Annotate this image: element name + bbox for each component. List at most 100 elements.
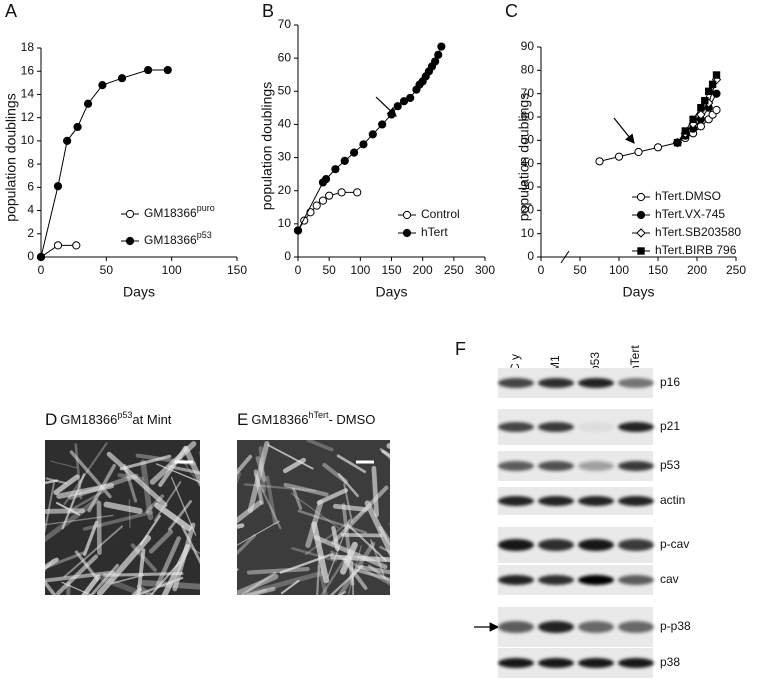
x-tick-label: 100 [162,263,182,277]
cell-streak [337,541,376,595]
x-tick-label: 200 [413,263,433,277]
marker [53,182,63,191]
cell-streak [148,529,174,554]
cell-streak [155,463,200,483]
marker [696,109,706,120]
blot-band [498,539,534,551]
cell-streak [316,555,321,595]
cell-streak [237,523,245,529]
x-tick-label: 100 [350,263,370,277]
blot-band [538,378,574,388]
cell-streak [254,473,282,530]
marker [163,65,172,75]
image-caption: D GM18366p53at Mint [45,410,172,429]
x-tick-label: 100 [609,263,629,277]
legend-marker [636,210,646,220]
y-tick-label: 40 [521,156,535,170]
x-axis-label: Days [123,284,155,300]
cell-streak [82,520,99,556]
blot-band [618,378,654,388]
cell-streak [155,536,181,588]
cell-streak [63,525,124,578]
cell-streak [45,479,59,485]
legend-superscript: p53 [197,230,212,240]
blot-band [538,621,574,633]
image-caption: E GM18366hTert- DMSO [237,410,375,429]
marker [293,226,303,235]
cell-streak [388,523,390,525]
blot-band [618,658,654,668]
marker [406,93,415,103]
cell-streak [313,535,388,569]
y-tick-label: 60 [521,109,535,123]
blot-band [618,575,654,585]
panel-label: B [262,1,274,21]
marker [689,115,697,124]
marker [144,65,153,75]
y-tick-label: 8 [27,156,34,170]
cell-streak [45,498,99,543]
cell-streak [337,591,347,595]
cell-streak [246,571,324,595]
y-tick-label: 18 [21,40,35,54]
y-tick-label: 70 [278,17,292,31]
cell-streak [341,503,355,586]
protein-label: cav [660,572,679,586]
cell-streak [167,500,193,531]
cell-streak [45,508,86,514]
y-tick-label: 60 [278,50,292,64]
cell-streak [346,523,387,562]
x-axis-label: Days [376,284,408,300]
blot-band [618,422,654,432]
cell-streak [237,520,280,546]
cell-streak [253,469,264,505]
cell-streak [149,561,181,595]
legend-label: Control [421,207,460,221]
marker [595,157,604,166]
y-tick-label: 2 [27,226,34,240]
y-axis-label: population doublings [516,93,532,221]
legend-name: Control [421,207,460,221]
y-tick-label: 70 [521,86,535,100]
legend-marker [637,247,645,255]
cell-streak [381,449,390,458]
legend-marker [402,228,412,238]
cell-streak [103,501,143,514]
cell-streak [181,525,200,565]
cell-streak [198,451,200,458]
marker [378,120,387,129]
cell-streak [258,446,266,493]
blot-band [538,461,574,471]
marker [117,74,127,83]
cell-streak [379,545,390,554]
x-tick-label: 0 [538,263,545,277]
arrow [613,117,635,144]
legend-label: GM18366puro [144,203,215,220]
legend-name: hTert.SB203580 [655,225,741,239]
cell-streak [69,450,112,499]
legend-marker [125,209,135,219]
legend-name: hTert.VX-745 [655,207,725,221]
cell-streak [297,509,368,534]
legend-name: GM18366 [144,206,197,220]
protein-label: actin [660,493,685,507]
marker [437,42,446,51]
marker [673,138,682,147]
protein-label: p16 [660,375,680,389]
y-tick-label: 30 [278,150,292,164]
cell-streak [50,460,77,469]
x-tick-label: 150 [381,263,401,277]
marker [653,143,663,152]
caption-end: at Mint [132,412,171,427]
marker [312,201,321,210]
y-tick-label: 0 [284,249,291,263]
y-tick-label: 50 [278,83,292,97]
y-tick-label: 6 [27,180,34,194]
blot-band [578,621,614,633]
cell-streak [45,481,56,533]
marker [431,57,440,66]
marker [399,97,409,106]
protein-label: p21 [660,419,680,433]
marker [696,122,706,131]
